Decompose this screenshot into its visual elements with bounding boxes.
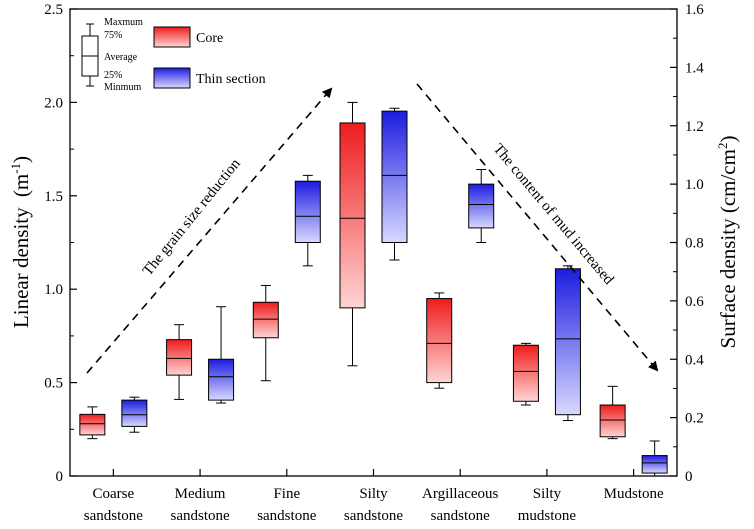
x-axis: Coarse sandstone Medium sandstone Fine sandst…	[84, 469, 664, 524]
left-axis-unit-sup: -1	[8, 163, 23, 174]
x-axis-category-label-line2: sandstone	[170, 508, 230, 524]
right-axis-tick-label: 1.2	[685, 119, 704, 135]
box-body	[554, 268, 581, 416]
right-axis-tick-label: 0.4	[685, 352, 704, 368]
left-axis-tick-label: 2.0	[44, 95, 63, 111]
box-body	[641, 455, 668, 474]
right-axis-unit-sup: 2	[715, 143, 730, 150]
box-thin-section	[121, 396, 148, 433]
box-core	[512, 342, 539, 406]
x-axis-category-label-line2: sandstone	[84, 508, 144, 524]
box-body	[468, 183, 495, 229]
right-axis-tick-label: 1.4	[685, 60, 704, 76]
x-axis-category-label: Medium	[175, 486, 226, 502]
box-body	[381, 110, 408, 243]
annotation-grain-size: The grain size reduction	[140, 156, 244, 279]
box-core	[252, 284, 279, 382]
box-thin-section	[554, 265, 581, 422]
right-axis-tick-label: 0.2	[685, 411, 704, 427]
x-axis-category-label-line2: mudstone	[518, 508, 577, 524]
left-axis-unit-open: (m	[9, 174, 33, 197]
left-axis-tick-label: 1.0	[44, 282, 63, 298]
legend-label-min: Minmum	[104, 82, 141, 93]
box-body	[208, 358, 235, 401]
box-core	[166, 324, 193, 400]
box-thin-section	[641, 440, 668, 477]
x-axis-category-label: Coarse	[93, 486, 135, 502]
legend-swatch-thin-section	[153, 67, 191, 89]
left-y-axis: 0 0.5 1.0 1.5 2.0 2.5	[44, 2, 77, 485]
legend-label-max: Maxmum	[104, 17, 143, 28]
legend: Maxmum 75% Average 25% Minmum Core Thin …	[81, 17, 266, 93]
legend-label-core: Core	[196, 31, 223, 46]
box-core	[599, 385, 626, 440]
box-thin-section	[208, 306, 235, 404]
right-y-axis: 0 0.2 0.4 0.6 0.8 1.0 1.2 1.4 1.6	[670, 2, 704, 485]
box-body	[426, 298, 453, 384]
legend-label-avg: Average	[104, 52, 138, 63]
box-body	[79, 413, 106, 436]
legend-label-q1: 25%	[104, 70, 122, 81]
legend-label-thin-section: Thin section	[196, 72, 266, 87]
box-thin-section	[294, 174, 321, 267]
x-axis-category-label-line2: sandstone	[257, 508, 317, 524]
right-axis-tick-label: 1.0	[685, 177, 704, 193]
right-axis-tick-label: 1.6	[685, 2, 704, 18]
right-axis-title: Surface density (cm/cm2)	[715, 136, 740, 349]
box-body	[121, 399, 148, 427]
trend-arrow-left	[86, 87, 333, 374]
trend-arrow-right	[416, 83, 659, 372]
legend-swatch-core	[153, 26, 191, 48]
box-series	[79, 101, 668, 477]
x-axis-category-label: Fine	[273, 486, 300, 502]
left-axis-tick-label: 0	[56, 469, 64, 485]
x-axis-category-label: Argillaceous	[422, 486, 499, 502]
left-axis-label: Linear density	[9, 207, 33, 328]
right-axis-tick-label: 0	[685, 469, 693, 485]
x-axis-category-label: Mudstone	[604, 486, 664, 502]
x-axis-category-label-line2: sandstone	[344, 508, 404, 524]
box-body	[512, 344, 539, 402]
legend-label-q3: 75%	[104, 30, 122, 41]
box-thin-section	[468, 169, 495, 243]
legend-box-key: Maxmum 75% Average 25% Minmum	[81, 17, 143, 93]
box-body	[294, 180, 321, 244]
left-axis-title: Linear density (m-1)	[8, 156, 33, 328]
left-axis-tick-label: 1.5	[44, 189, 63, 205]
right-axis-label: Surface density (cm/cm	[716, 149, 740, 348]
right-axis-unit-close: )	[716, 136, 740, 143]
box-core	[79, 406, 106, 440]
box-core	[339, 101, 366, 367]
x-axis-category-label: Silty	[533, 486, 562, 502]
box-thin-section	[381, 107, 408, 261]
box-body	[339, 122, 366, 309]
left-axis-tick-label: 2.5	[44, 2, 63, 18]
box-body	[599, 404, 626, 438]
box-body	[252, 301, 279, 339]
right-axis-tick-label: 0.8	[685, 236, 704, 252]
x-axis-category-label-line2: sandstone	[431, 508, 491, 524]
right-axis-tick-label: 0.6	[685, 294, 704, 310]
box-core	[426, 292, 453, 389]
annotation-mud-content: The content of mud increased	[490, 141, 617, 288]
x-axis-category-label: Silty	[359, 486, 388, 502]
left-axis-tick-label: 0.5	[44, 376, 63, 392]
box-body	[166, 339, 193, 376]
left-axis-unit-close: )	[9, 156, 33, 163]
